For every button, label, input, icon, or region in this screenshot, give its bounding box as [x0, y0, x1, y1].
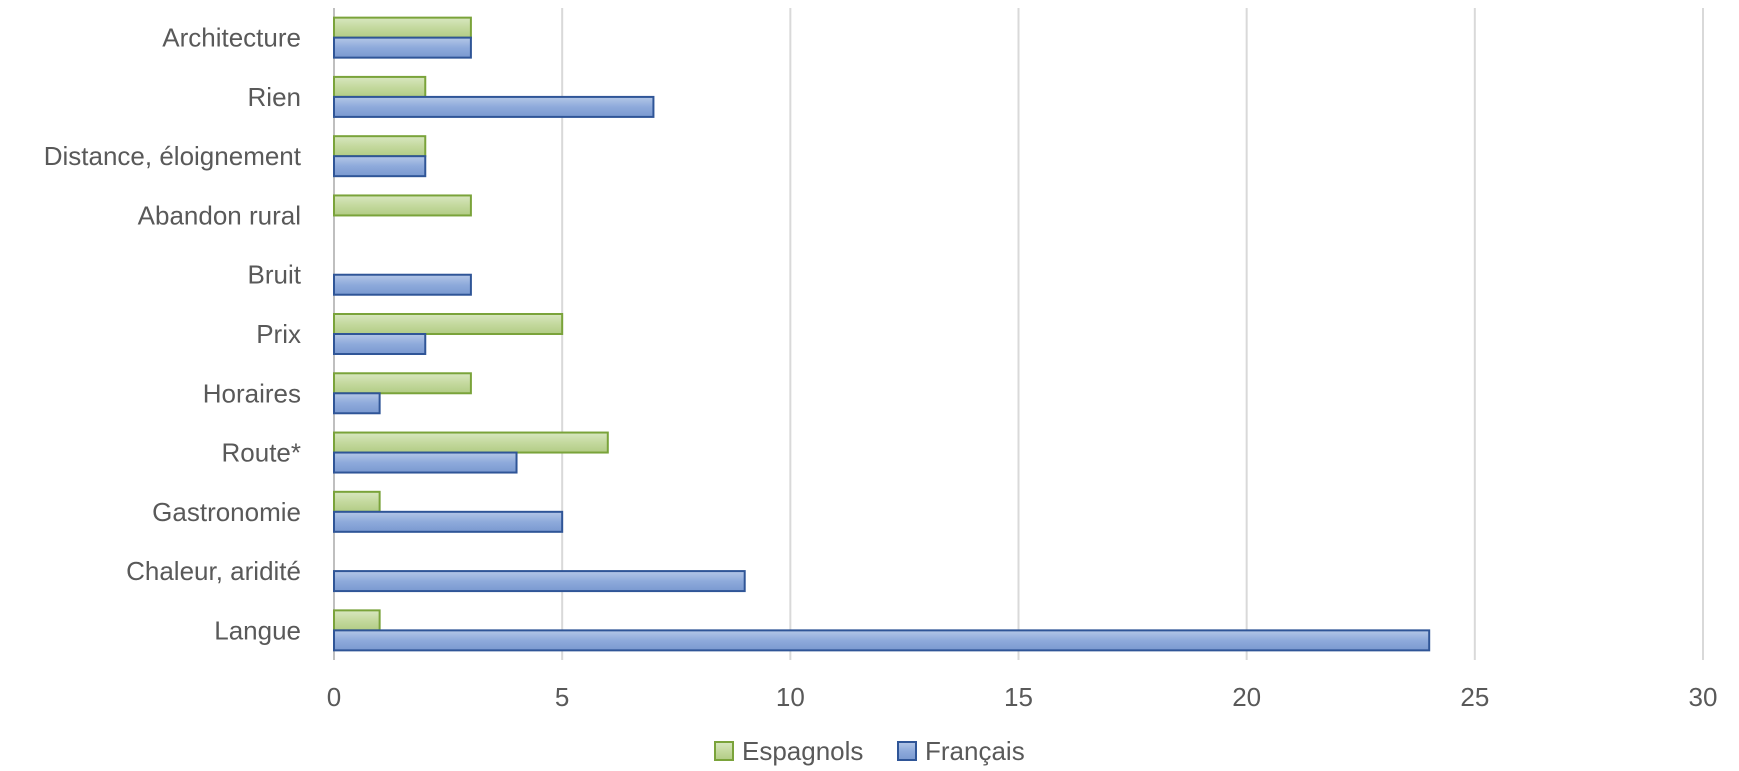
x-tick-label: 5 — [555, 682, 569, 712]
legend: Espagnols Français — [714, 736, 1025, 766]
x-tick-label: 0 — [327, 682, 341, 712]
legend-swatch-1 — [897, 741, 917, 761]
bar-espagnols-0 — [333, 16, 472, 39]
bar-espagnols-1 — [333, 75, 427, 98]
legend-label-1: Français — [925, 736, 1025, 766]
category-label: Langue — [214, 615, 301, 645]
bar-fran-ais-6 — [333, 392, 381, 415]
category-label: Gastronomie — [152, 497, 301, 527]
category-labels: Architecture Rien Distance, éloignement Aba… — [44, 23, 302, 646]
bar-espagnols-5 — [333, 313, 564, 335]
bars — [333, 16, 1431, 652]
x-tick-label: 25 — [1460, 682, 1489, 712]
bar-espagnols-3 — [333, 194, 472, 217]
category-label: Horaires — [203, 378, 301, 408]
bar-espagnols-8 — [333, 490, 381, 513]
category-label: Architecture — [162, 23, 301, 53]
bar-fran-ais-8 — [333, 510, 564, 533]
category-label: Distance, éloignement — [44, 141, 302, 171]
x-tick-label: 20 — [1232, 682, 1261, 712]
bar-espagnols-10 — [333, 609, 381, 632]
bar-fran-ais-0 — [333, 36, 472, 59]
category-label: Rien — [248, 82, 301, 112]
bar-fran-ais-1 — [333, 95, 655, 118]
bar-espagnols-7 — [333, 431, 609, 454]
category-label: Abandon rural — [138, 200, 301, 230]
bar-fran-ais-5 — [333, 333, 427, 355]
x-tick-labels: 0 5 10 15 20 25 30 — [327, 682, 1718, 712]
bar-fran-ais-4 — [333, 273, 472, 296]
bar-fran-ais-2 — [333, 155, 427, 178]
category-label: Route* — [222, 438, 302, 468]
x-tick-label: 15 — [1004, 682, 1033, 712]
bar-fran-ais-9 — [333, 570, 746, 593]
legend-swatch-0 — [714, 741, 734, 761]
bar-espagnols-2 — [333, 135, 427, 158]
category-label: Prix — [256, 319, 301, 349]
category-label: Bruit — [248, 260, 302, 290]
category-label: Chaleur, aridité — [126, 556, 301, 586]
x-tick-label: 30 — [1689, 682, 1718, 712]
legend-label-0: Espagnols — [742, 736, 863, 766]
bar-fran-ais-10 — [333, 629, 1431, 652]
bar-espagnols-6 — [333, 372, 472, 395]
bar-fran-ais-7 — [333, 451, 518, 474]
x-tick-label: 10 — [776, 682, 805, 712]
